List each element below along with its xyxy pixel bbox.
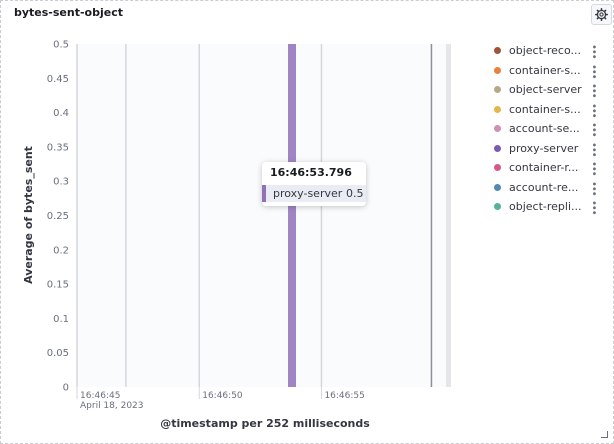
legend-menu-icon[interactable]: •••: [588, 141, 599, 157]
legend-item[interactable]: container-r... •••: [491, 158, 606, 178]
legend-color-dot: [494, 66, 501, 74]
panel-title: bytes-sent-object: [14, 6, 123, 19]
legend-label: account-se...: [509, 122, 580, 136]
legend-label: object-repli...: [509, 200, 582, 214]
legend-menu-icon[interactable]: •••: [588, 161, 599, 176]
y-tick-label: 0.4: [53, 108, 69, 119]
panel-options-button[interactable]: [591, 4, 612, 25]
legend-item[interactable]: container-s... •••: [491, 100, 606, 120]
legend-color-dot: [494, 164, 501, 172]
y-tick-label: 0.05: [47, 348, 69, 359]
y-tick-label: 0.1: [53, 314, 69, 325]
legend-item[interactable]: container-s... •••: [491, 61, 606, 81]
y-tick-label: 0.2: [53, 245, 69, 256]
x-axis-label: @timestamp per 252 milliseconds: [160, 417, 370, 430]
y-axis-label: Average of bytes_sent: [22, 146, 35, 284]
legend-menu-icon[interactable]: •••: [588, 102, 599, 118]
legend-color-dot: [494, 47, 501, 55]
legend-label: object-server: [509, 83, 582, 97]
legend-color-dot: [494, 105, 501, 113]
tooltip: 16:46:53.796 proxy-server 0.5: [262, 162, 366, 206]
legend-color-dot: [494, 203, 501, 211]
x-tick-label: 16:46:50: [202, 391, 243, 401]
legend-item[interactable]: account-se... •••: [491, 119, 606, 139]
legend-menu-icon[interactable]: •••: [588, 122, 599, 137]
y-tick-label: 0.3: [53, 177, 69, 188]
resize-handle-icon[interactable]: [601, 431, 608, 438]
y-tick-label: 0.45: [47, 74, 69, 85]
y-tick-label: 0.35: [47, 142, 69, 153]
x-tick-label: 16:46:55: [324, 391, 364, 401]
plot-area: [77, 44, 451, 387]
legend-label: account-re...: [509, 180, 579, 194]
tooltip-series: proxy-server: [273, 187, 343, 200]
tooltip-row: proxy-server 0.5: [262, 185, 366, 202]
gear-icon: [595, 8, 608, 21]
legend-menu-icon[interactable]: •••: [588, 63, 599, 79]
legend-menu-icon[interactable]: •••: [588, 83, 599, 98]
legend-item[interactable]: object-repli... •••: [491, 197, 606, 217]
x-tick-label: 16:46:45: [80, 391, 120, 401]
x-tick-sublabel: April 18, 2023: [80, 401, 144, 411]
legend-label: container-s...: [509, 102, 581, 116]
legend-menu-icon[interactable]: •••: [588, 200, 599, 215]
legend-label: object-reco...: [509, 44, 581, 58]
legend-menu-icon[interactable]: •••: [588, 180, 599, 196]
tooltip-value: 0.5: [346, 187, 364, 200]
legend-item[interactable]: proxy-server •••: [491, 139, 606, 159]
legend: object-reco... ••• container-s... ••• object…: [491, 41, 606, 217]
legend-color-dot: [494, 144, 501, 152]
legend-color-dot: [494, 86, 501, 94]
legend-color-dot: [494, 183, 501, 191]
legend-label: container-r...: [509, 161, 579, 175]
legend-label: container-s...: [509, 63, 581, 77]
legend-color-dot: [494, 125, 501, 133]
legend-item[interactable]: account-re... •••: [491, 178, 606, 198]
y-tick-label: 0: [63, 383, 69, 394]
legend-item[interactable]: object-reco... •••: [491, 41, 606, 61]
y-tick-label: 0.25: [47, 211, 69, 222]
y-tick-label: 0.15: [47, 280, 69, 291]
plot-edge: [446, 44, 451, 387]
y-tick-label: 0.5: [53, 40, 69, 51]
legend-label: proxy-server: [509, 141, 579, 155]
tooltip-swatch: [262, 185, 266, 202]
legend-menu-icon[interactable]: •••: [588, 44, 599, 59]
chart: 00.050.10.150.20.250.30.350.40.450.516:4…: [22, 40, 451, 430]
legend-item[interactable]: object-server •••: [491, 80, 606, 100]
tooltip-title: 16:46:53.796: [270, 166, 352, 179]
bar-proxy-server[interactable]: [288, 44, 297, 387]
